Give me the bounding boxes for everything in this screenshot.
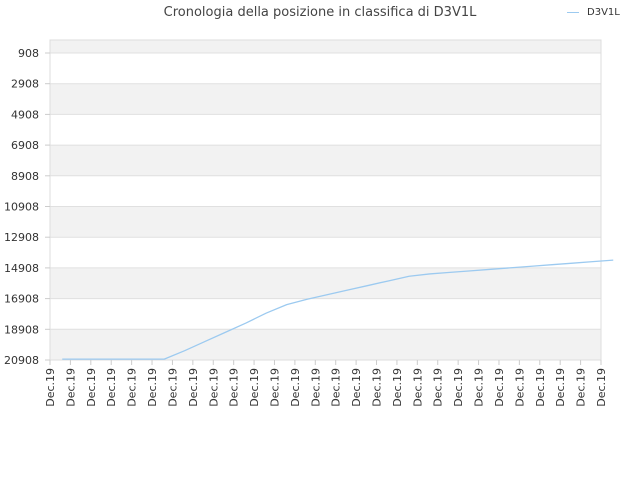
x-tick-label: Dec.19 <box>513 368 526 407</box>
legend-label-d3v1l: D3V1L <box>587 7 620 18</box>
legend: D3V1L <box>567 7 620 18</box>
y-tick-label: 6908 <box>11 139 39 152</box>
y-tick-label: 18908 <box>4 323 39 336</box>
x-tick-label: Dec.19 <box>85 368 98 407</box>
x-tick-label: Dec.19 <box>575 368 588 407</box>
x-tick-label: Dec.19 <box>289 368 302 407</box>
plot-band <box>50 329 601 360</box>
x-tick-label: Dec.19 <box>554 368 567 407</box>
y-tick-label: 908 <box>18 47 39 60</box>
x-tick-label: Dec.19 <box>228 368 241 407</box>
x-tick-label: Dec.19 <box>534 368 547 407</box>
x-tick-label: Dec.19 <box>493 368 506 407</box>
x-tick-label: Dec.19 <box>309 368 322 407</box>
x-tick-label: Dec.19 <box>187 368 200 407</box>
x-tick-label: Dec.19 <box>146 368 159 407</box>
x-tick-label: Dec.19 <box>207 368 220 407</box>
plot-band <box>50 83 601 115</box>
y-tick-label: 4908 <box>11 108 39 121</box>
x-tick-label: Dec.19 <box>350 368 363 407</box>
series-line-d3v1l <box>62 259 614 360</box>
x-tick-label: Dec.19 <box>371 368 384 407</box>
y-tick-label: 14908 <box>4 262 39 275</box>
x-axis: Dec.19 Dec.19 Dec.19 Dec.19 Dec.19 Dec.19 Dec.… <box>44 360 608 407</box>
x-tick-label: Dec.19 <box>432 368 445 407</box>
y-tick-label: 8908 <box>11 170 39 183</box>
plot-band <box>50 114 601 146</box>
y-tick-label: 2908 <box>11 78 39 91</box>
y-axis: 908 2908 4908 6908 8908 10908 12908 14908 16908 1… <box>4 47 50 367</box>
plot-band <box>50 53 601 84</box>
plot-band <box>50 145 601 176</box>
x-tick-label: Dec.19 <box>248 368 261 407</box>
plot-frame <box>49 39 602 361</box>
plot-band <box>50 298 601 330</box>
plot-band <box>50 40 601 53</box>
x-tick-label: Dec.19 <box>452 368 465 407</box>
y-tick-label: 12908 <box>4 231 39 244</box>
x-tick-label: Dec.19 <box>268 368 281 407</box>
x-tick-label: Dec.19 <box>330 368 343 407</box>
x-tick-label: Dec.19 <box>411 368 424 407</box>
x-tick-label: Dec.19 <box>64 368 77 407</box>
x-tick-label: Dec.19 <box>105 368 118 407</box>
y-tick-label: 16908 <box>4 293 39 306</box>
legend-swatch-d3v1l <box>567 12 579 13</box>
plot-band <box>50 206 601 238</box>
x-tick-label: Dec.19 <box>473 368 486 407</box>
y-tick-label: 10908 <box>4 201 39 214</box>
x-tick-label: Dec.19 <box>166 368 179 407</box>
plot-band <box>50 267 601 299</box>
x-tick-label: Dec.19 <box>391 368 404 407</box>
x-tick-label: Dec.19 <box>126 368 139 407</box>
x-tick-label: Dec.19 <box>595 368 608 407</box>
series-layer <box>62 259 614 360</box>
y-tick-label: 20908 <box>4 354 39 367</box>
plot-band <box>50 175 601 207</box>
chart-title: Cronologia della posizione in classifica… <box>163 5 477 20</box>
plot-band <box>50 237 601 268</box>
plot-background-bands <box>50 40 601 360</box>
x-tick-label: Dec.19 <box>44 368 57 407</box>
